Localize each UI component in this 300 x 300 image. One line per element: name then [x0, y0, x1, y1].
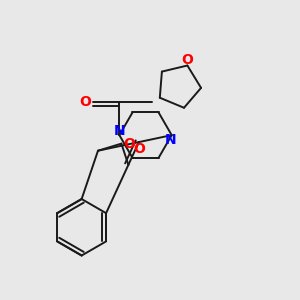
Text: N: N	[164, 133, 176, 147]
Text: O: O	[133, 142, 145, 156]
Text: N: N	[114, 124, 125, 138]
Text: O: O	[79, 95, 91, 110]
Text: O: O	[182, 52, 193, 67]
Text: O: O	[123, 136, 135, 151]
